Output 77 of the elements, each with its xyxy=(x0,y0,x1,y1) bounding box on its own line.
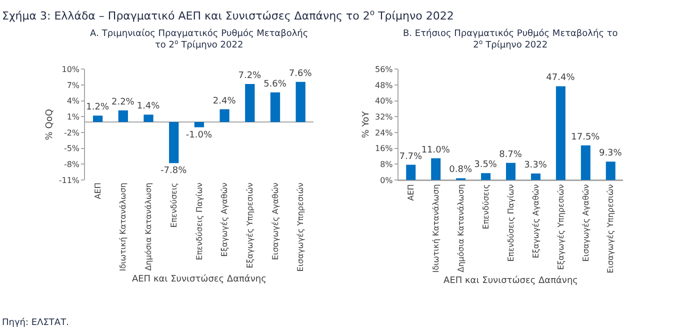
data-label: 2.2% xyxy=(111,97,135,108)
bar xyxy=(506,162,516,180)
y-tick-label: 7% xyxy=(66,80,80,90)
bar xyxy=(220,109,230,122)
x-tick-label: ΑΕΠ xyxy=(406,184,416,201)
x-tick-label: Δημόσια Κατανάλωση xyxy=(456,184,466,272)
data-label: 7.7% xyxy=(399,152,423,162)
y-tick-label: 40% xyxy=(375,96,394,106)
x-tick-label: Επενδύσεις xyxy=(169,182,178,228)
bar xyxy=(606,162,616,180)
data-label: 7.6% xyxy=(288,68,312,79)
x-tick-label: Εξαγωγές Υπηρεσιών xyxy=(556,184,566,270)
x-tick-label: Επενδύσεις Παγίων xyxy=(194,182,204,260)
bar xyxy=(118,110,128,122)
x-tick-label: Επενδύσεις Παγίων xyxy=(506,184,516,262)
bar xyxy=(270,92,280,122)
x-tick-label: ΑΕΠ xyxy=(93,182,102,200)
x-tick-label: Εξαγωγές Αγαθών xyxy=(220,182,230,257)
y-tick-label: 8% xyxy=(380,160,394,170)
x-tick-label: Ιδιωτική Κατανάλωση xyxy=(118,182,128,272)
x-axis-title: ΑΕΠ και Συνιστώσες Δαπάνης xyxy=(132,273,266,284)
y-tick-label: 48% xyxy=(375,80,394,90)
x-tick-label: Εισαγωγές Υπηρεσιών xyxy=(606,184,616,274)
y-tick-label: 10% xyxy=(62,65,80,74)
bar xyxy=(530,174,540,180)
x-axis-title: ΑΕΠ και Συνιστώσες Δαπάνης xyxy=(444,275,578,286)
bar xyxy=(194,122,204,128)
y-tick-label: -11% xyxy=(58,176,80,185)
data-label: 3.5% xyxy=(474,160,498,170)
bar xyxy=(580,145,590,180)
data-label: 5.6% xyxy=(264,79,287,90)
data-label: 2.4% xyxy=(212,96,236,106)
y-tick-label: -2% xyxy=(64,128,80,138)
y-tick-label: 16% xyxy=(375,144,394,154)
data-label: 9.3% xyxy=(598,148,622,159)
text: Σχήμα 3: Ελλάδα – Πραγματικό ΑΕΠ και Συνιστώσες Δαπάνης το 2$^{ο}$ Τρίμηνο 2022 xyxy=(2,8,454,23)
y-tick-label: 56% xyxy=(375,65,394,74)
x-tick-label: Εξαγωγές Υπηρεσιών xyxy=(245,182,254,268)
x-tick-label: Εξαγωγές Αγαθών xyxy=(531,184,540,258)
bar xyxy=(245,84,255,122)
bar xyxy=(169,122,179,164)
bar xyxy=(92,116,103,122)
y-axis-title: % QoQ xyxy=(45,109,56,140)
bar xyxy=(431,158,441,180)
y-tick-label: 4% xyxy=(66,96,80,106)
bar xyxy=(556,86,566,180)
y-tick-label: -5% xyxy=(64,144,80,154)
y-tick-label: 1% xyxy=(66,112,80,122)
x-tick-label: Εισαγωγές Αγαθών xyxy=(581,184,590,262)
chart-title: Β. Ετήσιος Πραγματικός Ρυθμός Μεταβολής το 2$^{ο}$ Τρίμηνο 2022 xyxy=(403,28,618,51)
y-tick-label: -8% xyxy=(64,160,80,170)
data-label: 1.2% xyxy=(86,102,110,113)
data-label: 7.2% xyxy=(238,70,262,81)
y-tick-label: 0% xyxy=(380,176,394,185)
y-axis-title: % YoY xyxy=(361,110,372,138)
data-label: 8.7% xyxy=(499,150,522,160)
data-label: 1.4% xyxy=(136,102,160,112)
data-label: 0.8% xyxy=(449,165,472,176)
y-tick-label: 24% xyxy=(375,128,394,138)
data-label: -7.8% xyxy=(160,166,188,176)
x-tick-label: Εισαγωγές Αγαθών xyxy=(270,182,280,260)
data-label: 3.3% xyxy=(524,160,548,171)
data-label: -1.0% xyxy=(186,130,212,140)
bar xyxy=(296,82,306,122)
x-tick-label: Επενδύσεις xyxy=(481,184,490,230)
bar xyxy=(481,173,491,180)
data-label: 17.5% xyxy=(571,132,600,142)
bar xyxy=(144,114,154,122)
data-label: 47.4% xyxy=(546,73,576,84)
x-tick-label: Ιδιωτική Κατανάλωση xyxy=(431,184,440,273)
data-label: 11.0% xyxy=(421,145,450,156)
x-tick-label: Δημόσια Κατανάλωση xyxy=(144,182,154,271)
bar xyxy=(406,164,416,180)
chart-title: Α. Τριμηνιαίος Πραγματικός Ρυθμός Μεταβολής το 2$^{ο}$ Τρίμηνο 2022 xyxy=(90,28,308,51)
y-tick-label: 32% xyxy=(375,112,394,122)
x-tick-label: Εισαγωγές Υπηρεσιών xyxy=(296,182,306,272)
text: Πηγή: ΕΛΣΤΑΤ. xyxy=(2,317,69,328)
